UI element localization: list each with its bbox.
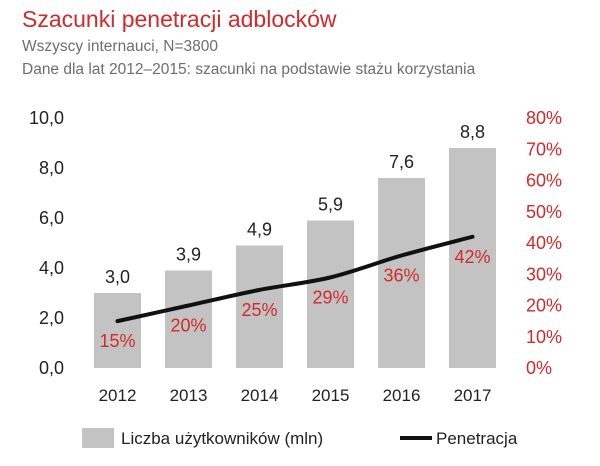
penetration-label: 15% <box>99 331 135 351</box>
legend-bar-swatch <box>82 428 114 448</box>
left-axis-tick: 10,0 <box>29 108 64 128</box>
x-axis-label: 2013 <box>170 386 208 405</box>
penetration-label: 25% <box>241 300 277 320</box>
right-axis-tick: 80% <box>526 108 562 128</box>
left-axis-tick: 8,0 <box>39 158 64 178</box>
left-axis-tick: 4,0 <box>39 258 64 278</box>
right-axis-tick: 50% <box>526 202 562 222</box>
bar-value-label: 3,0 <box>105 267 130 287</box>
bar-value-label: 4,9 <box>247 220 272 240</box>
left-axis-tick: 0,0 <box>39 358 64 378</box>
x-axis-label: 2016 <box>383 386 421 405</box>
left-axis-tick: 6,0 <box>39 208 64 228</box>
penetration-line <box>115 234 475 324</box>
x-axis-label: 2014 <box>241 386 279 405</box>
chart-title: Szacunki penetracji adblocków <box>22 6 337 32</box>
bar-2015 <box>307 220 354 368</box>
right-axis-tick: 40% <box>526 233 562 253</box>
bar-value-label: 3,9 <box>176 245 201 265</box>
penetration-label: 20% <box>170 316 206 336</box>
bar-2016 <box>378 178 425 368</box>
bar-2017 <box>449 148 496 368</box>
penetration-label: 42% <box>454 247 490 267</box>
right-axis-tick: 20% <box>526 296 562 316</box>
right-axis-tick: 30% <box>526 264 562 284</box>
x-axis-label: 2017 <box>454 386 492 405</box>
bar-2014 <box>236 245 283 368</box>
right-axis-tick: 0% <box>526 358 552 378</box>
penetration-label: 29% <box>312 287 348 307</box>
x-axis-label: 2015 <box>312 386 350 405</box>
right-axis-tick: 10% <box>526 327 562 347</box>
chart-note: Dane dla lat 2012–2015: szacunki na pods… <box>22 61 476 78</box>
x-axis-label: 2012 <box>99 386 137 405</box>
right-axis-tick: 60% <box>526 171 562 191</box>
right-axis-tick: 70% <box>526 139 562 159</box>
bar-2013 <box>165 270 212 368</box>
legend-bar-label: Liczba użytkowników (mln) <box>121 429 323 448</box>
bar-2012 <box>94 293 141 368</box>
legend-line-label: Penetracja <box>436 429 518 448</box>
left-axis-tick: 2,0 <box>39 308 64 328</box>
chart-subtitle: Wszyscy internauci, N=3800 <box>22 38 218 55</box>
penetration-label: 36% <box>383 266 419 286</box>
bar-value-label: 7,6 <box>389 152 414 172</box>
bar-value-label: 5,9 <box>318 195 343 215</box>
bar-value-label: 8,8 <box>460 122 485 142</box>
